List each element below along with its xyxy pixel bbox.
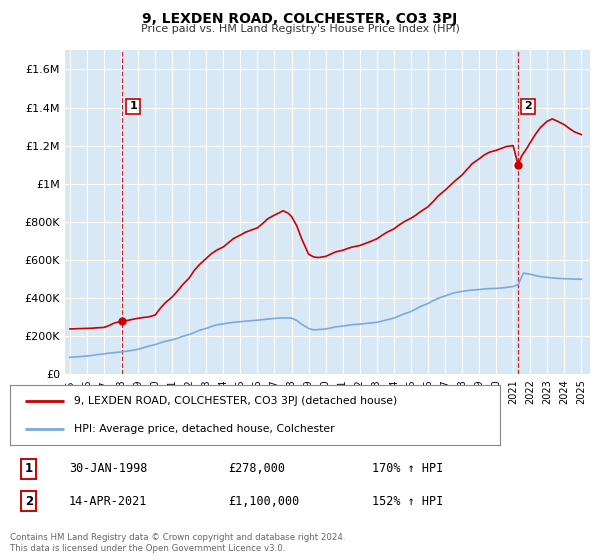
Text: 170% ↑ HPI: 170% ↑ HPI bbox=[372, 462, 443, 475]
Text: £278,000: £278,000 bbox=[228, 462, 285, 475]
Text: 9, LEXDEN ROAD, COLCHESTER, CO3 3PJ (detached house): 9, LEXDEN ROAD, COLCHESTER, CO3 3PJ (det… bbox=[74, 396, 397, 407]
Text: 9, LEXDEN ROAD, COLCHESTER, CO3 3PJ: 9, LEXDEN ROAD, COLCHESTER, CO3 3PJ bbox=[142, 12, 458, 26]
Text: 2: 2 bbox=[524, 101, 532, 111]
Text: HPI: Average price, detached house, Colchester: HPI: Average price, detached house, Colc… bbox=[74, 424, 335, 434]
Text: 2: 2 bbox=[25, 494, 33, 508]
Text: Contains HM Land Registry data © Crown copyright and database right 2024.
This d: Contains HM Land Registry data © Crown c… bbox=[10, 533, 346, 553]
Text: Price paid vs. HM Land Registry's House Price Index (HPI): Price paid vs. HM Land Registry's House … bbox=[140, 24, 460, 34]
Text: 152% ↑ HPI: 152% ↑ HPI bbox=[372, 494, 443, 508]
Text: £1,100,000: £1,100,000 bbox=[228, 494, 299, 508]
Text: 14-APR-2021: 14-APR-2021 bbox=[69, 494, 148, 508]
Text: 30-JAN-1998: 30-JAN-1998 bbox=[69, 462, 148, 475]
Text: 1: 1 bbox=[129, 101, 137, 111]
Text: 1: 1 bbox=[25, 462, 33, 475]
